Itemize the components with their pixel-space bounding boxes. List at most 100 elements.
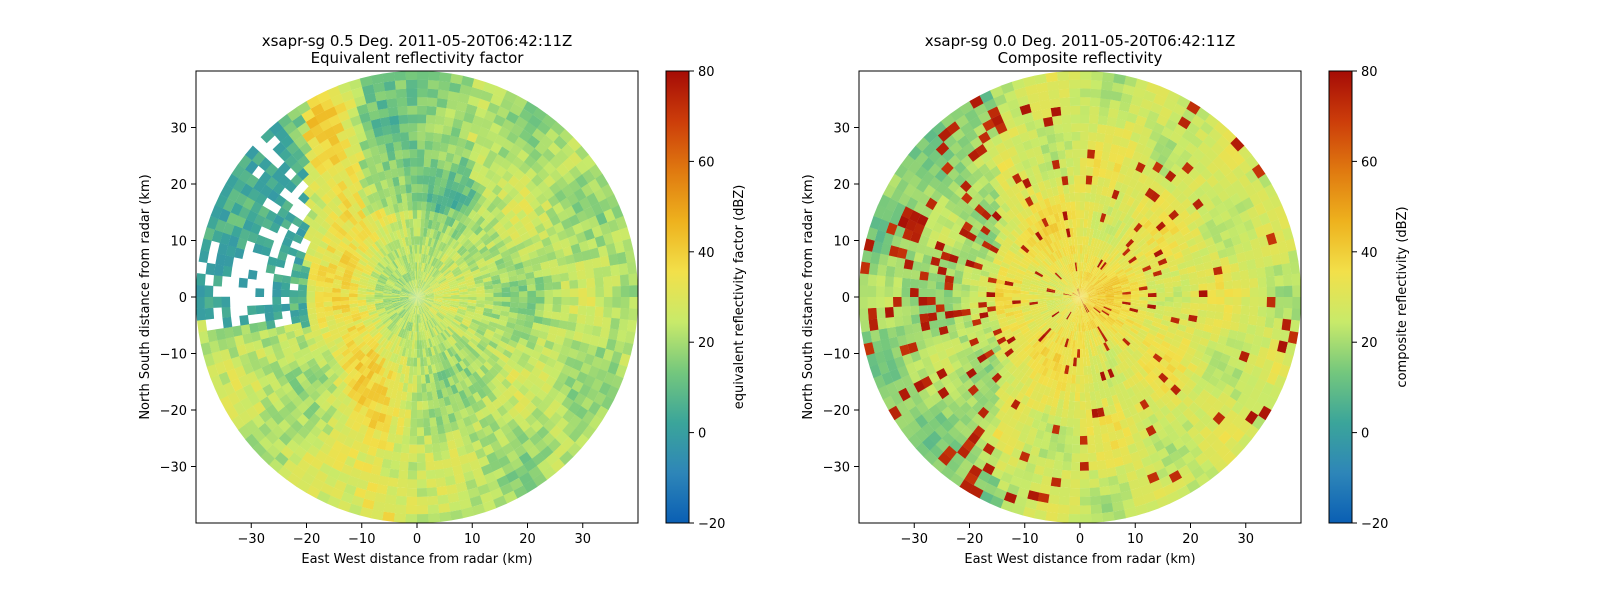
- radar-cell: [377, 324, 386, 332]
- radar-cell: [483, 348, 493, 358]
- radar-cell: [394, 282, 403, 289]
- radar-cell: [359, 139, 370, 151]
- radar-cell: [471, 503, 486, 516]
- radar-cell: [315, 131, 328, 144]
- radar-cell: [1128, 158, 1139, 170]
- radar-cell: [368, 183, 378, 194]
- radar-cell: [591, 325, 602, 337]
- radar-cell: [347, 261, 357, 269]
- radar-cell: [1068, 505, 1080, 515]
- radar-cell: [629, 297, 638, 310]
- radar-cell: [391, 290, 401, 294]
- radar-cell: [1085, 409, 1093, 419]
- radar-cell: [374, 364, 383, 375]
- radar-cell: [284, 370, 296, 383]
- radar-cell: [339, 138, 352, 150]
- radar-cell: [366, 325, 376, 333]
- radar-cell: [343, 145, 355, 158]
- radar-cell: [442, 125, 453, 136]
- radar-cell: [549, 168, 563, 183]
- radar-cell: [409, 292, 417, 297]
- radar-cell: [1081, 253, 1085, 263]
- radar-cell: [374, 209, 383, 220]
- radar-cell: [377, 189, 386, 200]
- radar-cell: [372, 331, 381, 341]
- radar-cell: [566, 192, 580, 206]
- radar-cell: [1124, 75, 1138, 88]
- radar-cell: [403, 254, 409, 264]
- radar-cell: [348, 296, 358, 301]
- radar-cell: [390, 460, 401, 471]
- radar-cell: [1071, 444, 1080, 454]
- radar-cell: [562, 171, 576, 185]
- panel-title: xsapr-sg 0.0 Deg. 2011-05-20T06:42:11Z: [925, 32, 1236, 50]
- radar-cell: [395, 268, 402, 277]
- radar-cell: [213, 275, 223, 287]
- radar-cell: [402, 286, 411, 293]
- radar-cell: [353, 123, 365, 135]
- radar-cell: [496, 177, 509, 189]
- radar-cell: [368, 164, 378, 176]
- radar-cell: [309, 192, 321, 204]
- radar-cell: [315, 306, 325, 314]
- radar-cell: [331, 439, 344, 453]
- radar-cell: [528, 114, 543, 129]
- radar-cell: [1198, 290, 1208, 298]
- radar-cell: [1215, 289, 1225, 298]
- radar-cell: [340, 284, 350, 290]
- radar-cell: [292, 263, 303, 272]
- radar-cell: [432, 286, 441, 291]
- radar-cell: [359, 256, 369, 264]
- radar-cell: [402, 301, 410, 307]
- radar-cell: [315, 245, 327, 255]
- radar-cell: [1163, 98, 1177, 112]
- radar-cell: [485, 257, 495, 266]
- radar-cell: [553, 135, 568, 150]
- radar-cell: [374, 344, 382, 354]
- radar-cell: [408, 374, 413, 384]
- radar-cell: [272, 399, 285, 412]
- radar-cell: [374, 240, 383, 250]
- radar-cell: [489, 353, 500, 363]
- radar-cell: [439, 441, 449, 452]
- radar-cell: [489, 231, 500, 241]
- radar-cell: [425, 299, 434, 303]
- radar-cell: [323, 335, 334, 345]
- radar-cell: [459, 236, 469, 246]
- radar-cell: [445, 152, 455, 163]
- radar-cell: [401, 288, 410, 294]
- radar-cell: [401, 193, 408, 203]
- radar-cell: [595, 173, 609, 189]
- radar-cell: [399, 355, 405, 366]
- radar-cell: [502, 363, 514, 374]
- radar-cell: [482, 499, 497, 513]
- radar-cell: [462, 167, 473, 178]
- radar-cell: [435, 168, 444, 178]
- radar-cell: [365, 426, 375, 438]
- radar-cell: [1080, 71, 1092, 80]
- radar-cell: [597, 245, 609, 258]
- radar-cell: [435, 260, 443, 269]
- radar-cell: [375, 283, 385, 288]
- radar-cell: [481, 374, 492, 385]
- radar-cell: [417, 209, 422, 219]
- radar-cell: [556, 210, 569, 223]
- radar-cell: [423, 312, 429, 321]
- radar-cell: [301, 471, 315, 486]
- radar-cell: [408, 339, 413, 349]
- radar-cell: [417, 288, 418, 297]
- radar-cell: [444, 108, 457, 119]
- radar-cell: [379, 431, 389, 442]
- radar-cell: [392, 407, 400, 418]
- radar-cell: [540, 261, 551, 270]
- radar-cell: [1088, 123, 1098, 133]
- radar-cell: [353, 402, 363, 414]
- radar-cell: [428, 319, 435, 329]
- radar-cell: [479, 436, 491, 449]
- radar-cell: [238, 277, 248, 288]
- radar-cell: [373, 126, 384, 138]
- radar-cell: [417, 96, 428, 106]
- panel-subtitle: Equivalent reflectivity factor: [311, 49, 525, 67]
- radar-cell: [1080, 218, 1085, 228]
- radar-cell: [505, 111, 520, 124]
